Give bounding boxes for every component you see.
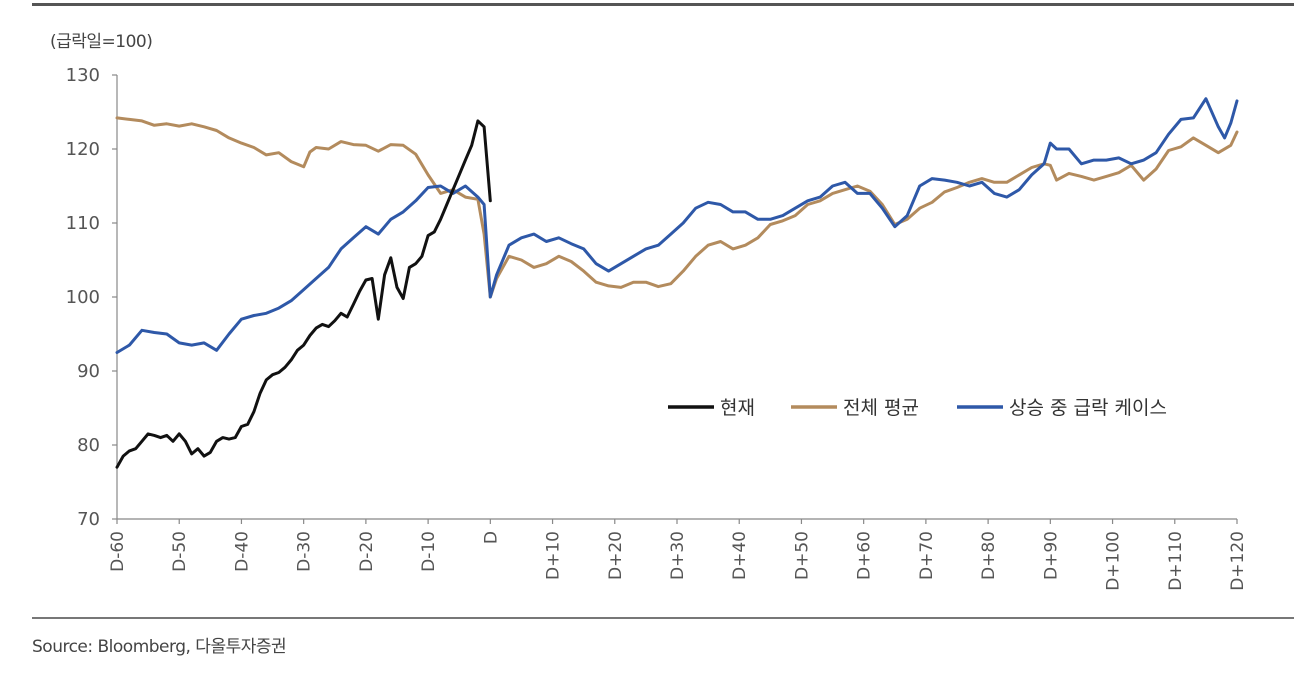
x-tick-label: D+50: [792, 531, 812, 580]
x-tick-label: D-60: [108, 531, 128, 572]
legend-label-2: 상승 중 급락 케이스: [1009, 397, 1167, 419]
x-tick-label: D-40: [232, 531, 252, 572]
unit-label: (급락일=100): [50, 32, 153, 52]
x-tick-label: D+20: [606, 531, 626, 580]
y-axis-ticks: 70 80 90 100 110 120 130: [66, 65, 117, 530]
y-tick-label: 120: [66, 139, 100, 160]
x-tick-label: D-10: [419, 531, 439, 572]
y-tick-label: 90: [77, 361, 100, 382]
x-tick-label: D+60: [855, 531, 875, 580]
x-tick-label: D+80: [979, 531, 999, 580]
y-tick-label: 80: [77, 435, 100, 456]
x-tick-label: D-20: [357, 531, 377, 572]
y-tick-label: 100: [66, 287, 100, 308]
legend-label-1: 전체 평균: [843, 397, 919, 419]
x-tick-label: D+90: [1041, 531, 1061, 580]
bottom-rule: [32, 617, 1294, 619]
x-tick-label: D+100: [1104, 531, 1124, 591]
x-tick-label: D+70: [917, 531, 937, 580]
source-note: Source: Bloomberg, 다올투자증권: [32, 637, 287, 657]
top-rule: [32, 3, 1294, 6]
x-axis-ticks: D-60 D-50 D-40 D-30 D-20 D-10 D D+10 D+20 D+30 D+4…: [108, 519, 1248, 591]
y-tick-label: 70: [77, 509, 100, 530]
series-lines: [115, 97, 1239, 469]
legend-label-0: 현재: [720, 397, 755, 419]
x-tick-label: D+110: [1166, 531, 1186, 591]
x-tick-label: D-30: [295, 531, 315, 572]
x-tick-label: D-50: [170, 531, 190, 572]
x-tick-label: D+40: [730, 531, 750, 580]
series-line-0: [115, 119, 492, 469]
legend: 현재 전체 평균 상승 중 급락 케이스: [668, 397, 1167, 419]
y-tick-label: 110: [66, 213, 100, 234]
x-tick-label: D+10: [544, 531, 564, 580]
series-line-2: [115, 97, 1239, 354]
x-tick-label: D+30: [668, 531, 688, 580]
x-tick-label: D+120: [1228, 531, 1248, 591]
axes: [116, 75, 1237, 520]
series-line-1: [115, 116, 1239, 299]
x-tick-label: D: [481, 531, 501, 544]
y-tick-label: 130: [66, 65, 100, 86]
